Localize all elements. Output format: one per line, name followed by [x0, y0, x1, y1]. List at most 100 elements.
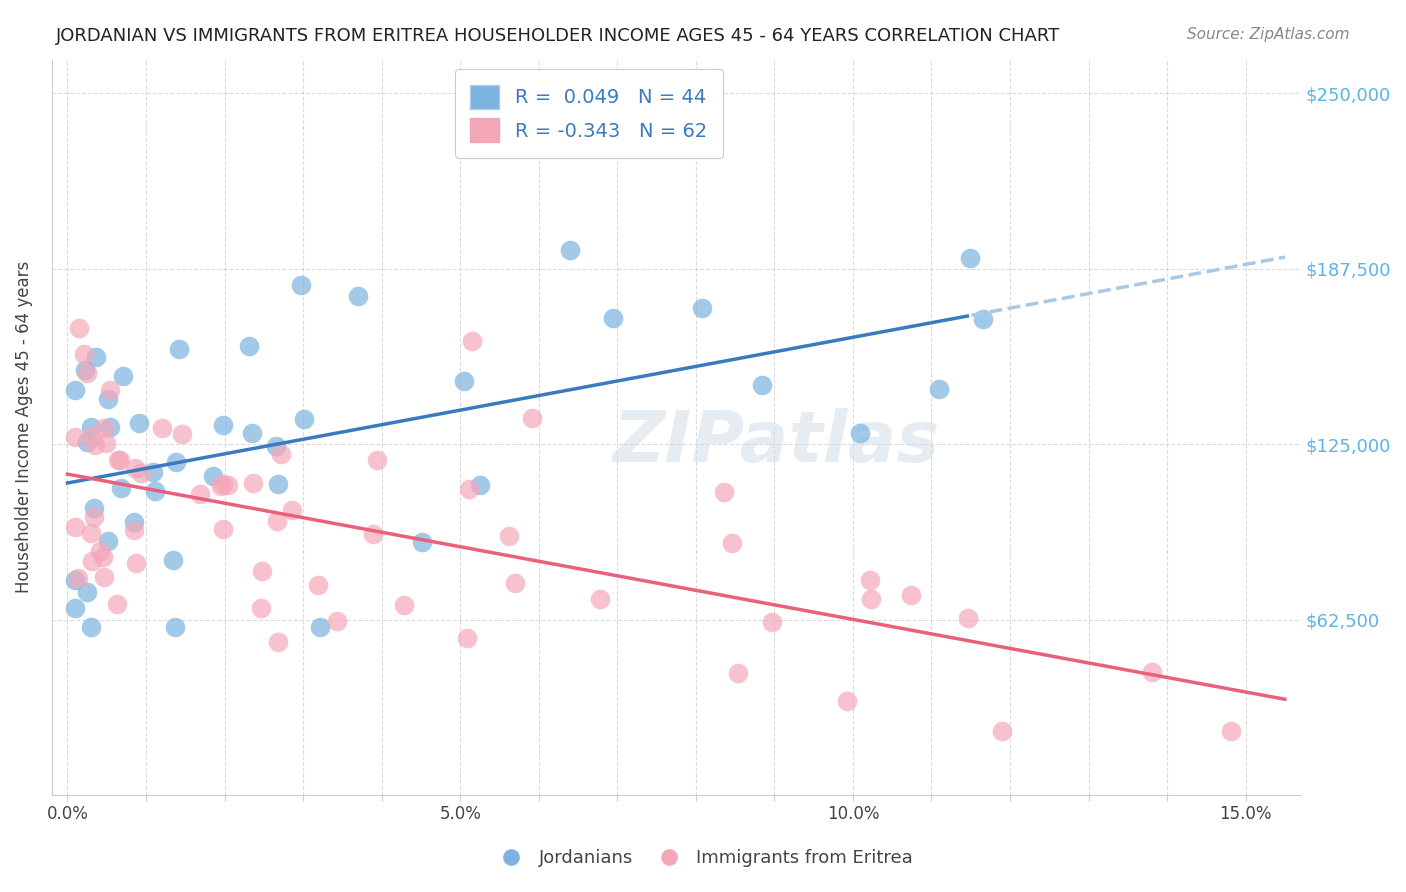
Point: [470, 478, 492, 492]
Point: [848, 425, 870, 440]
Point: [65, 520, 87, 534]
Point: [347, 289, 370, 303]
Point: [211, 476, 233, 491]
Point: [461, 334, 484, 348]
Text: Source: ZipAtlas.com: Source: ZipAtlas.com: [1187, 27, 1350, 42]
Y-axis label: Householder Income Ages 45 - 64 years: Householder Income Ages 45 - 64 years: [15, 261, 32, 593]
Point: [201, 469, 224, 483]
Point: [602, 311, 624, 326]
Point: [366, 452, 388, 467]
Point: [498, 529, 520, 543]
Point: [98, 420, 121, 434]
Point: [128, 416, 150, 430]
Point: [212, 522, 235, 536]
Point: [238, 339, 260, 353]
Legend: Jordanians, Immigrants from Eritrea: Jordanians, Immigrants from Eritrea: [486, 842, 920, 874]
Point: [170, 426, 193, 441]
Point: [65, 574, 87, 588]
Point: [65, 429, 87, 443]
Legend: R =  0.049   N = 44, R = -0.343   N = 62: R = 0.049 N = 44, R = -0.343 N = 62: [454, 70, 723, 158]
Point: [211, 417, 233, 432]
Point: [392, 599, 415, 613]
Point: [75, 363, 97, 377]
Point: [217, 478, 239, 492]
Point: [859, 573, 882, 587]
Point: [165, 455, 187, 469]
Point: [326, 614, 349, 628]
Point: [713, 485, 735, 500]
Point: [65, 384, 87, 398]
Point: [73, 347, 96, 361]
Point: [141, 465, 163, 479]
Point: [93, 421, 115, 435]
Point: [97, 392, 120, 406]
Point: [98, 383, 121, 397]
Point: [1140, 665, 1163, 679]
Point: [107, 452, 129, 467]
Point: [860, 592, 883, 607]
Point: [505, 576, 527, 591]
Point: [266, 514, 288, 528]
Point: [96, 436, 118, 450]
Point: [751, 377, 773, 392]
Point: [690, 301, 713, 316]
Point: [589, 591, 612, 606]
Point: [91, 550, 114, 565]
Point: [80, 526, 103, 541]
Point: [67, 571, 90, 585]
Point: [267, 477, 290, 491]
Point: [105, 597, 128, 611]
Point: [264, 439, 287, 453]
Point: [307, 578, 329, 592]
Point: [76, 585, 98, 599]
Point: [143, 484, 166, 499]
Point: [162, 553, 184, 567]
Point: [76, 367, 98, 381]
Point: [83, 510, 105, 524]
Point: [761, 615, 783, 629]
Point: [560, 243, 582, 257]
Point: [83, 500, 105, 515]
Point: [835, 694, 858, 708]
Point: [294, 411, 316, 425]
Point: [290, 277, 312, 292]
Point: [122, 516, 145, 530]
Point: [209, 479, 232, 493]
Point: [453, 374, 475, 388]
Point: [80, 420, 103, 434]
Point: [111, 369, 134, 384]
Point: [721, 536, 744, 550]
Point: [124, 524, 146, 538]
Point: [97, 534, 120, 549]
Point: [928, 383, 950, 397]
Point: [361, 526, 384, 541]
Point: [456, 631, 478, 645]
Point: [93, 570, 115, 584]
Point: [520, 411, 543, 425]
Point: [309, 620, 332, 634]
Point: [65, 601, 87, 615]
Point: [69, 321, 91, 335]
Point: [83, 438, 105, 452]
Point: [150, 420, 173, 434]
Point: [89, 544, 111, 558]
Point: [281, 503, 304, 517]
Point: [458, 483, 481, 497]
Point: [80, 620, 103, 634]
Point: [163, 620, 186, 634]
Point: [84, 350, 107, 364]
Point: [250, 601, 273, 615]
Point: [270, 447, 292, 461]
Point: [972, 312, 994, 326]
Point: [991, 723, 1014, 738]
Point: [167, 343, 190, 357]
Text: ZIPatlas: ZIPatlas: [613, 408, 939, 476]
Point: [76, 435, 98, 450]
Point: [1220, 723, 1243, 738]
Point: [80, 554, 103, 568]
Point: [188, 487, 211, 501]
Point: [80, 429, 103, 443]
Point: [240, 426, 263, 441]
Point: [125, 556, 148, 570]
Point: [124, 460, 146, 475]
